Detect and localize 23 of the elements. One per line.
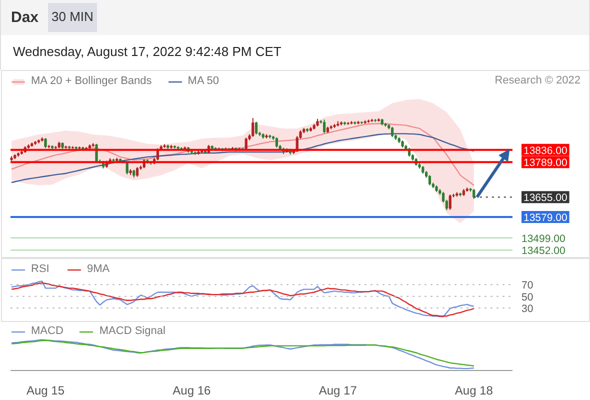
ref-line-label: 13579.00 (524, 212, 568, 224)
ref-line-label: 13499.00 (522, 232, 566, 245)
legend-label: MACD Signal (99, 325, 166, 337)
legend-label: MA 20 + Bollinger Bands (31, 75, 152, 87)
legend-label: 9MA (87, 263, 110, 275)
chart-subtitle: Wednesday, August 17, 2022 9:42:48 PM CET (12, 43, 282, 61)
x-tick-label: Aug 17 (318, 384, 358, 398)
ref-line-label: 13836.00 (524, 144, 568, 157)
ref-line-label: 50 (522, 291, 534, 304)
x-tick-label: Aug 16 (172, 384, 212, 398)
text: Research © 2022 (494, 74, 580, 86)
chart-title: Dax (11, 8, 39, 28)
text: 30 MIN (48, 3, 98, 32)
x-tick-label: Aug 18 (454, 384, 494, 398)
legend-label: MACD (31, 325, 64, 337)
ref-line-label: 70 (522, 280, 534, 292)
x-tick-label: Aug 15 (26, 384, 65, 398)
ref-line-label: 13452.00 (522, 245, 566, 258)
ref-line-label: 13789.00 (524, 157, 568, 170)
ref-line-label: 13655.00 (524, 192, 568, 204)
legend-label: MA 50 (188, 75, 219, 87)
ref-line-label: 30 (522, 302, 534, 315)
legend-label: RSI (31, 263, 50, 275)
